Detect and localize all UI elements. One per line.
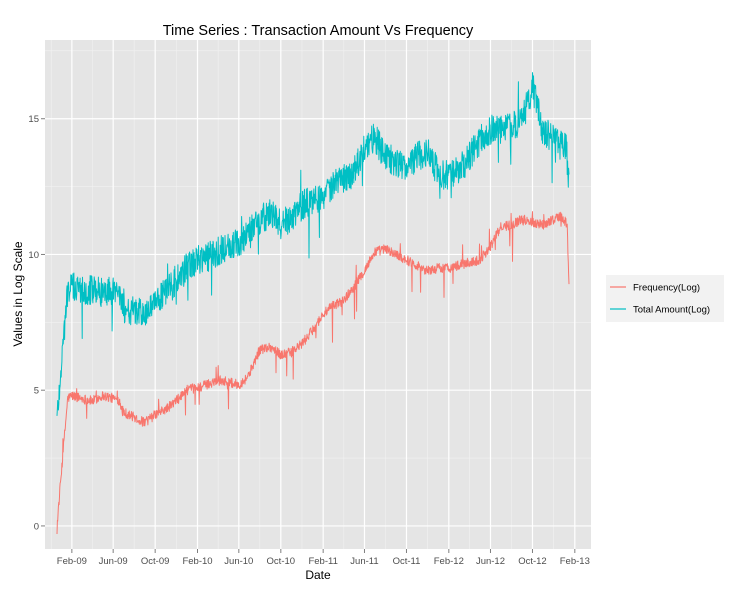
series-lines xyxy=(56,72,570,535)
chart-title: Time Series : Transaction Amount Vs Freq… xyxy=(163,23,474,39)
x-tick-label: Feb-11 xyxy=(308,556,337,567)
legend-label-1: Total Amount(Log) xyxy=(633,305,710,316)
x-tick-label: Feb-09 xyxy=(57,556,87,567)
legend: Frequency(Log) Total Amount(Log) xyxy=(606,275,724,322)
x-tick-label: Feb-13 xyxy=(560,556,590,567)
y-tick-label: 10 xyxy=(28,250,39,261)
y-tick-label: 5 xyxy=(34,386,39,397)
x-axis-ticks: Feb-09 Jun-09 Oct-09 Feb-10 Jun-10 Oct-10 Feb-… xyxy=(57,549,590,567)
x-tick-label: Feb-10 xyxy=(182,556,212,567)
x-tick-label: Oct-12 xyxy=(518,556,547,567)
x-axis-title: Date xyxy=(305,568,331,582)
x-tick-label: Jun-09 xyxy=(99,556,128,567)
series-line-0 xyxy=(56,211,570,535)
x-tick-label: Jun-10 xyxy=(224,556,253,567)
series-line-1 xyxy=(56,72,570,416)
y-axis-title: Values in Log Scale xyxy=(11,241,25,347)
grid-lines xyxy=(45,40,591,549)
x-tick-label: Oct-10 xyxy=(267,556,296,567)
x-tick-label: Oct-11 xyxy=(393,556,421,567)
y-axis-ticks: 0 5 10 15 xyxy=(28,114,45,532)
x-tick-label: Jun-11 xyxy=(350,556,378,567)
legend-label-0: Frequency(Log) xyxy=(633,283,700,294)
y-tick-label: 0 xyxy=(34,521,39,532)
x-tick-label: Feb-12 xyxy=(434,556,464,567)
x-tick-label: Jun-12 xyxy=(476,556,505,567)
y-tick-label: 15 xyxy=(28,114,39,125)
x-tick-label: Oct-09 xyxy=(141,556,170,567)
